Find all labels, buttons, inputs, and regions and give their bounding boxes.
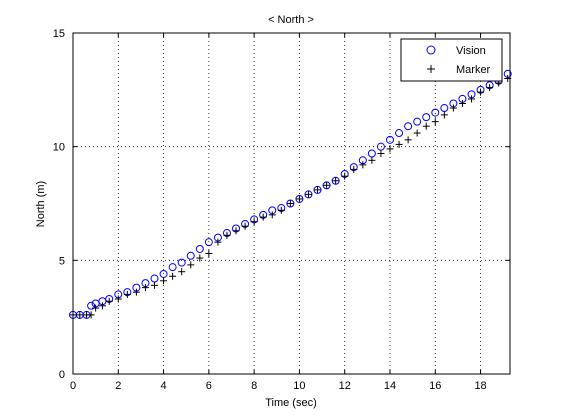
data-point-vision: [404, 122, 413, 131]
data-point-marker: [277, 206, 285, 214]
data-point-marker: [105, 297, 113, 305]
legend-box: [400, 38, 503, 82]
data-point-marker: [196, 254, 204, 262]
x-tick-label: 12: [339, 380, 351, 392]
data-point-marker: [169, 272, 177, 280]
data-point-marker: [422, 122, 430, 130]
data-point-vision: [385, 135, 394, 144]
x-tick-label: 10: [293, 380, 305, 392]
data-point-vision: [422, 113, 431, 122]
plot-frame: [72, 32, 511, 375]
x-tick-label: 18: [474, 380, 486, 392]
data-point-marker: [141, 284, 149, 292]
data-point-vision: [168, 263, 177, 272]
data-point-marker: [286, 200, 294, 207]
data-point-vision: [177, 258, 186, 267]
data-point-marker: [160, 277, 168, 285]
data-point-marker: [87, 311, 95, 319]
data-point-marker: [431, 118, 439, 126]
y-axis-label: North (m): [35, 181, 47, 227]
data-point-marker: [214, 238, 222, 246]
data-point-marker: [205, 250, 213, 258]
data-point-marker: [404, 136, 412, 144]
data-point-marker: [241, 222, 249, 230]
data-point-marker: [458, 99, 466, 107]
legend-marker-marker: [427, 65, 435, 73]
tick-labels: 0 2 4 6 8 10 12 14 16 18 0 5 10 15: [53, 28, 487, 392]
data-point-marker: [259, 213, 267, 221]
data-point-vision: [195, 244, 204, 253]
legend-label-marker: Marker: [456, 64, 491, 76]
data-point-marker: [98, 302, 106, 310]
data-point-marker: [232, 227, 240, 235]
data-point-marker: [92, 304, 100, 312]
data-point-vision: [431, 108, 440, 117]
data-point-marker: [486, 84, 494, 92]
y-tick-label: 0: [59, 369, 65, 381]
data-point-vision: [395, 129, 404, 138]
y-tick-label: 5: [59, 255, 65, 267]
data-point-marker: [295, 195, 303, 203]
data-point-vision: [413, 117, 422, 126]
data-point-marker: [187, 261, 195, 269]
data-point-marker: [76, 311, 84, 319]
data-point-marker: [368, 156, 376, 164]
y-tick-label: 15: [53, 28, 65, 40]
x-tick-label: 0: [70, 380, 76, 392]
data-point-marker: [178, 268, 186, 276]
data-point-marker: [114, 295, 122, 303]
data-point-marker: [314, 186, 322, 194]
chart-title: < North >: [268, 14, 314, 26]
x-tick-label: 8: [251, 380, 257, 392]
data-point-marker: [223, 231, 231, 239]
y-tick-label: 10: [53, 142, 65, 154]
data-point-vision: [186, 251, 195, 260]
data-point-marker: [477, 88, 485, 96]
data-point-marker: [151, 281, 159, 289]
data-point-marker: [440, 111, 448, 119]
data-point-marker: [449, 104, 457, 112]
x-axis-label: Time (sec): [265, 397, 317, 409]
series-marker: [69, 74, 512, 319]
data-point-marker: [468, 95, 476, 103]
data-point-marker: [268, 211, 276, 219]
data-point-vision: [87, 301, 96, 310]
x-tick-label: 2: [115, 380, 121, 392]
data-point-marker: [359, 161, 367, 169]
data-point-marker: [386, 145, 394, 153]
data-point-marker: [377, 149, 385, 157]
x-tick-label: 6: [206, 380, 212, 392]
ticks: [72, 32, 510, 375]
data-point-marker: [250, 218, 258, 226]
data-point-vision: [204, 238, 213, 247]
data-point-marker: [341, 172, 349, 180]
data-point-marker: [413, 129, 421, 137]
data-point-marker: [323, 181, 331, 189]
data-point-marker: [304, 190, 312, 198]
legend-marker-vision: [426, 45, 436, 55]
data-point-marker: [350, 165, 358, 173]
x-tick-label: 4: [161, 380, 167, 392]
x-tick-label: 16: [429, 380, 441, 392]
data-point-marker: [395, 140, 403, 148]
series-layer: [69, 69, 512, 319]
data-point-marker: [123, 290, 131, 298]
data-point-marker: [132, 288, 140, 296]
legend-label-vision: Vision: [456, 45, 486, 57]
x-tick-label: 14: [384, 380, 396, 392]
data-point-marker: [332, 177, 340, 185]
legend: Vision Marker: [400, 38, 503, 82]
